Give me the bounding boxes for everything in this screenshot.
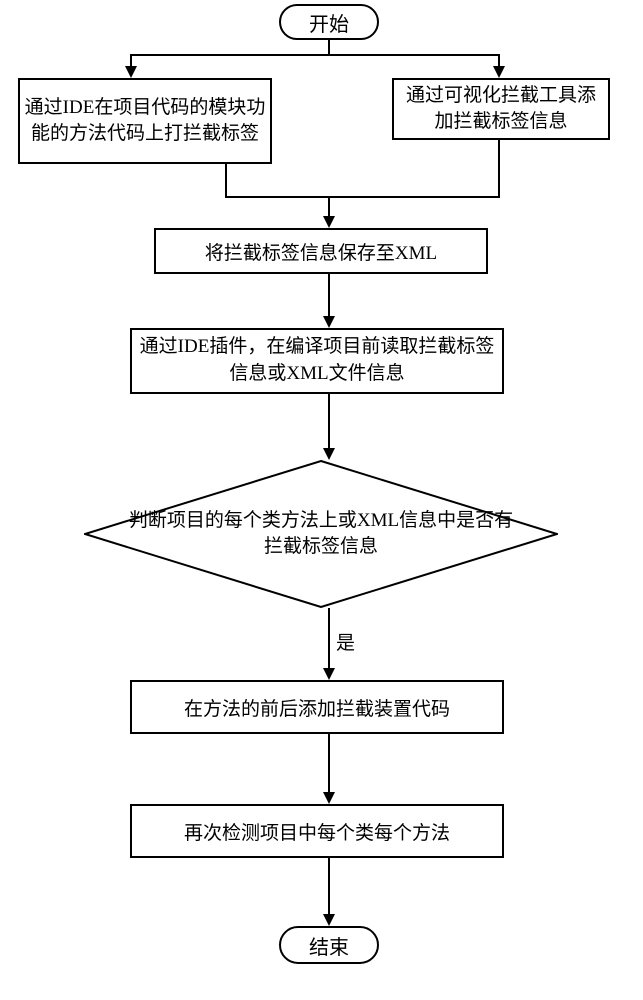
read-info-node: 通过IDE插件，在编译项目前读取拦截标签信息或XML文件信息 xyxy=(130,328,504,394)
connector xyxy=(328,608,330,670)
connector xyxy=(328,274,330,318)
connector xyxy=(328,734,330,794)
save-xml-node: 将拦截标签信息保存至XML xyxy=(154,228,488,274)
connector xyxy=(328,196,330,218)
start-text: 开始 xyxy=(309,8,349,37)
connector xyxy=(225,164,227,198)
connector xyxy=(130,54,500,56)
arrow xyxy=(323,668,335,680)
save-xml-text: 将拦截标签信息保存至XML xyxy=(205,238,437,265)
connector xyxy=(498,140,500,198)
decision-node: 判断项目的每个类方法上或XML信息中是否有拦截标签信息 xyxy=(84,460,558,608)
arrow xyxy=(125,66,137,78)
start-node: 开始 xyxy=(279,4,379,40)
arrow xyxy=(323,448,335,460)
add-code-node: 在方法的前后添加拦截装置代码 xyxy=(130,680,504,734)
connector xyxy=(225,196,330,198)
arrow xyxy=(323,316,335,328)
connector xyxy=(328,394,330,450)
connector xyxy=(328,858,330,916)
recheck-text: 再次检测项目中每个类每个方法 xyxy=(184,818,450,845)
visual-tool-text: 通过可视化拦截工具添加拦截标签信息 xyxy=(398,83,604,134)
arrow xyxy=(323,216,335,228)
end-text: 结束 xyxy=(309,931,349,960)
arrow xyxy=(323,914,335,926)
arrow xyxy=(323,792,335,804)
recheck-node: 再次检测项目中每个类每个方法 xyxy=(130,804,504,858)
end-node: 结束 xyxy=(279,926,379,964)
visual-tool-node: 通过可视化拦截工具添加拦截标签信息 xyxy=(392,78,610,140)
connector xyxy=(328,196,500,198)
ide-tag-node: 通过IDE在项目代码的模块功能的方法代码上打拦截标签 xyxy=(18,78,272,164)
ide-tag-text: 通过IDE在项目代码的模块功能的方法代码上打拦截标签 xyxy=(24,95,266,146)
add-code-text: 在方法的前后添加拦截装置代码 xyxy=(184,694,450,721)
yes-label: 是 xyxy=(336,628,355,655)
arrow xyxy=(493,66,505,78)
decision-text: 判断项目的每个类方法上或XML信息中是否有拦截标签信息 xyxy=(84,508,558,559)
read-info-text: 通过IDE插件，在编译项目前读取拦截标签信息或XML文件信息 xyxy=(136,334,498,387)
